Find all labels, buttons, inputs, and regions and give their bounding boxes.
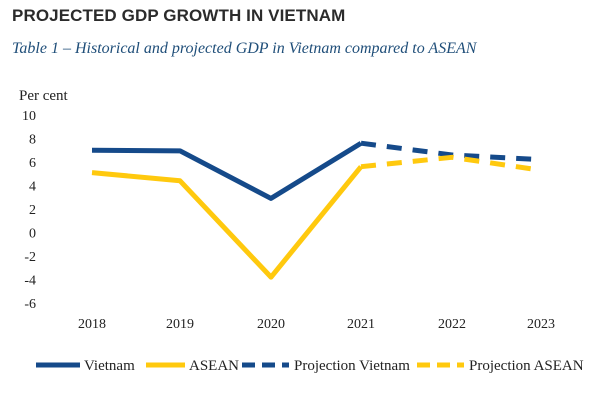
- vietnam-line: [91, 141, 363, 201]
- y-axis-label: Per cent: [19, 88, 68, 104]
- series-lines: [91, 140, 542, 280]
- x-axis-ticks: 2018 2019 2020 2021 2022 2023: [78, 317, 555, 332]
- x-tick-label: 2023: [527, 317, 555, 332]
- y-tick-label: 8: [29, 133, 36, 148]
- y-tick-label: -2: [24, 250, 36, 265]
- asean-line: [91, 165, 363, 280]
- y-tick-label: 4: [29, 180, 36, 195]
- x-tick-label: 2022: [438, 317, 466, 332]
- y-tick-label: -4: [24, 274, 36, 289]
- x-tick-label: 2020: [257, 317, 285, 332]
- legend: Vietnam ASEAN Projection Vietnam Projection…: [36, 358, 584, 374]
- y-axis-ticks: 10 8 6 4 2 0 -2 -4 -6: [22, 109, 36, 312]
- y-tick-label: 10: [22, 109, 36, 124]
- chart-title: Table 1 – Historical and projected GDP i…: [12, 40, 477, 57]
- legend-label-vietnam: Vietnam: [84, 358, 135, 374]
- y-tick-label: 0: [29, 227, 36, 242]
- x-tick-label: 2019: [166, 317, 194, 332]
- y-tick-label: -6: [24, 297, 36, 312]
- y-tick-label: 6: [29, 156, 36, 171]
- projection-asean-line: [360, 154, 542, 173]
- legend-label-asean: ASEAN: [189, 358, 239, 374]
- legend-label-projection-vietnam: Projection Vietnam: [294, 358, 410, 374]
- legend-label-projection-asean: Projection ASEAN: [469, 358, 584, 374]
- y-tick-label: 2: [29, 203, 36, 218]
- x-tick-label: 2018: [78, 317, 106, 332]
- x-tick-label: 2021: [347, 317, 375, 332]
- page-heading: PROJECTED GDP GROWTH IN VIETNAM: [12, 6, 346, 25]
